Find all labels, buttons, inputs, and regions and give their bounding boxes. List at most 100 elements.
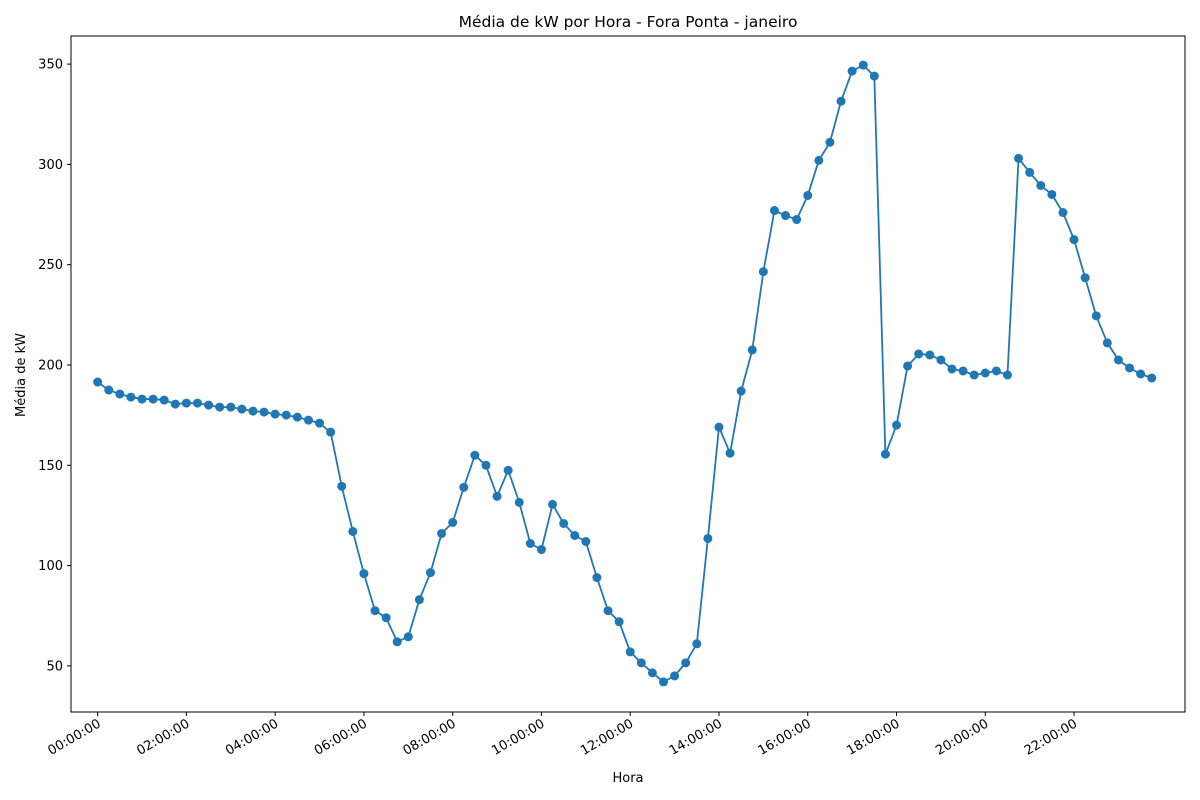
- data-point: [681, 658, 691, 668]
- data-point: [936, 355, 946, 365]
- y-tick-label: 50: [46, 659, 63, 674]
- data-point: [659, 677, 669, 687]
- data-point: [137, 394, 147, 404]
- data-point: [525, 539, 535, 548]
- data-point: [925, 350, 935, 360]
- data-point: [969, 370, 979, 380]
- data-point: [259, 407, 269, 417]
- data-point: [303, 415, 313, 425]
- data-point: [326, 427, 336, 437]
- data-point: [636, 658, 646, 668]
- data-point: [703, 533, 713, 543]
- data-point: [315, 418, 325, 428]
- data-point: [692, 639, 702, 649]
- data-point: [115, 389, 125, 399]
- data-point: [880, 449, 890, 459]
- data-point: [559, 518, 569, 528]
- data-point: [592, 573, 602, 583]
- data-point: [281, 410, 291, 420]
- data-point: [869, 71, 879, 81]
- data-point: [426, 568, 435, 578]
- data-point: [781, 211, 791, 221]
- data-point: [714, 422, 724, 432]
- data-point: [414, 595, 424, 605]
- data-point: [892, 420, 902, 430]
- data-point: [903, 361, 913, 371]
- data-point: [603, 606, 613, 616]
- y-tick-label: 200: [38, 358, 63, 373]
- data-point: [126, 392, 136, 402]
- data-point: [348, 526, 358, 536]
- data-point: [514, 497, 524, 507]
- data-point: [181, 398, 191, 408]
- data-point: [492, 491, 502, 501]
- data-point: [536, 545, 546, 555]
- chart-title: Média de kW por Hora - Fora Ponta - jane…: [459, 13, 798, 31]
- data-point: [403, 632, 413, 642]
- data-point: [958, 366, 968, 376]
- data-point: [1014, 153, 1024, 163]
- data-point: [991, 366, 1001, 376]
- data-point: [1058, 208, 1068, 218]
- y-axis-ticks: 50 100 150 200 250 300 350: [38, 58, 71, 674]
- data-point: [1147, 373, 1157, 383]
- data-point: [104, 385, 114, 395]
- data-point: [947, 364, 957, 374]
- data-point: [148, 394, 158, 404]
- data-point: [803, 190, 813, 200]
- data-point: [847, 66, 857, 76]
- data-point: [769, 206, 779, 216]
- data-point: [1080, 273, 1090, 283]
- data-point: [370, 606, 380, 616]
- data-point: [192, 398, 202, 408]
- data-point: [725, 448, 735, 458]
- data-point: [1136, 369, 1146, 379]
- data-point: [914, 349, 924, 359]
- data-point: [1025, 167, 1035, 177]
- plot-area-frame: [70, 35, 1186, 713]
- data-point: [470, 450, 480, 460]
- data-point: [670, 671, 680, 681]
- data-point: [448, 517, 458, 527]
- data-point: [292, 412, 302, 422]
- data-point: [581, 537, 591, 546]
- data-point: [270, 409, 280, 419]
- y-tick-label: 150: [38, 459, 63, 474]
- data-point: [836, 96, 846, 106]
- data-point: [792, 215, 802, 225]
- data-point: [747, 345, 757, 355]
- data-point: [625, 647, 635, 657]
- x-axis-title: Hora: [612, 771, 643, 786]
- data-point: [736, 386, 746, 396]
- data-point: [159, 395, 169, 405]
- data-point: [647, 668, 657, 678]
- y-tick-label: 250: [38, 258, 63, 273]
- data-point: [237, 404, 247, 414]
- data-point: [503, 465, 513, 475]
- data-point: [248, 406, 258, 416]
- data-point: [1047, 189, 1057, 199]
- data-point: [215, 402, 225, 412]
- data-point: [392, 637, 402, 647]
- data-point: [337, 481, 347, 491]
- y-tick-label: 100: [38, 559, 63, 574]
- data-point: [481, 460, 491, 470]
- data-point: [204, 400, 214, 410]
- data-point: [548, 499, 558, 509]
- data-point: [614, 617, 624, 627]
- data-point: [1036, 180, 1046, 190]
- data-point: [226, 402, 236, 412]
- data-point: [825, 137, 835, 147]
- data-point: [170, 399, 180, 409]
- data-point: [570, 530, 580, 540]
- data-point: [1002, 370, 1012, 380]
- data-point: [437, 528, 447, 538]
- data-point: [1069, 235, 1079, 245]
- data-point: [1091, 311, 1101, 321]
- data-point: [980, 368, 990, 378]
- data-point: [814, 155, 824, 165]
- data-point: [459, 482, 469, 492]
- series-layer: [93, 60, 1157, 687]
- data-point: [1125, 363, 1135, 373]
- data-point: [359, 569, 369, 579]
